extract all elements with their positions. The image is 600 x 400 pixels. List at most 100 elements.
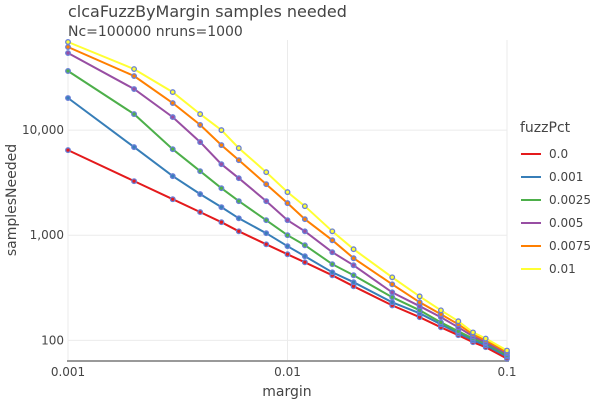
data-point[interactable] <box>197 191 204 198</box>
data-point[interactable] <box>389 294 396 301</box>
legend-item[interactable]: 0.005 <box>521 216 583 230</box>
legend-label: 0.001 <box>549 170 583 184</box>
legend-item[interactable]: 0.0025 <box>521 193 591 207</box>
data-point[interactable] <box>131 178 138 185</box>
data-point[interactable] <box>197 121 204 128</box>
data-point[interactable] <box>235 145 242 152</box>
data-point[interactable] <box>284 251 291 258</box>
data-point[interactable] <box>235 157 242 164</box>
data-point[interactable] <box>169 89 176 96</box>
data-point[interactable] <box>284 200 291 207</box>
data-point[interactable] <box>389 281 396 288</box>
data-point[interactable] <box>301 259 308 266</box>
data-point[interactable] <box>235 228 242 235</box>
data-point[interactable] <box>301 216 308 223</box>
data-point[interactable] <box>131 66 138 73</box>
data-point[interactable] <box>329 228 336 235</box>
data-point[interactable] <box>65 50 71 56</box>
data-point[interactable] <box>284 243 291 250</box>
data-point[interactable] <box>470 329 476 336</box>
data-point[interactable] <box>416 293 423 300</box>
data-point[interactable] <box>263 181 270 188</box>
legend-item[interactable]: 0.01 <box>521 262 576 276</box>
data-point[interactable] <box>301 242 308 249</box>
data-point[interactable] <box>350 255 357 262</box>
data-point[interactable] <box>218 185 225 192</box>
legend-label: 0.005 <box>549 216 583 230</box>
data-point[interactable] <box>329 249 336 256</box>
data-point[interactable] <box>218 204 225 211</box>
legend-item[interactable]: 0.0075 <box>521 239 591 253</box>
data-point[interactable] <box>65 68 71 74</box>
data-point[interactable] <box>301 203 308 210</box>
data-point[interactable] <box>169 100 176 106</box>
data-point[interactable] <box>482 335 489 342</box>
series-0.01 <box>65 39 510 354</box>
data-point[interactable] <box>263 230 270 237</box>
data-point[interactable] <box>263 241 270 248</box>
data-point[interactable] <box>437 307 444 314</box>
data-point[interactable] <box>389 274 396 281</box>
legend-item[interactable]: 0.0 <box>521 147 568 161</box>
data-point[interactable] <box>350 272 357 279</box>
data-point[interactable] <box>65 39 71 45</box>
y-tick-label: 100 <box>41 333 64 347</box>
data-point[interactable] <box>263 198 270 205</box>
data-point[interactable] <box>389 299 396 306</box>
chart-subtitle: Nc=100000 nruns=1000 <box>68 24 243 40</box>
legend-label: 0.01 <box>549 262 576 276</box>
legend-label: 0.0075 <box>549 239 591 253</box>
data-point[interactable] <box>65 147 71 154</box>
data-point[interactable] <box>416 299 423 306</box>
legend-title: fuzzPct <box>520 120 571 136</box>
data-point[interactable] <box>504 347 510 354</box>
data-point[interactable] <box>169 114 176 121</box>
data-point[interactable] <box>301 228 308 235</box>
data-point[interactable] <box>218 142 225 149</box>
data-point[interactable] <box>169 196 176 203</box>
data-point[interactable] <box>284 232 291 239</box>
data-point[interactable] <box>350 262 357 269</box>
data-point[interactable] <box>235 215 242 222</box>
legend-label: 0.0025 <box>549 193 591 207</box>
data-point[interactable] <box>65 44 71 50</box>
chart-title: clcaFuzzByMargin samples needed <box>68 2 347 21</box>
data-point[interactable] <box>131 86 138 92</box>
x-tick-label: 0.01 <box>274 365 301 379</box>
data-point[interactable] <box>350 246 357 253</box>
data-point[interactable] <box>389 289 396 296</box>
legend-item[interactable]: 0.001 <box>521 170 583 184</box>
data-point[interactable] <box>131 73 138 79</box>
data-point[interactable] <box>131 111 138 118</box>
data-point[interactable] <box>131 144 138 151</box>
data-point[interactable] <box>329 237 336 244</box>
data-point[interactable] <box>65 95 71 101</box>
x-tick-label: 0.1 <box>497 365 516 379</box>
data-point[interactable] <box>169 146 176 153</box>
y-tick-label: 1,000 <box>30 228 64 242</box>
data-point[interactable] <box>235 175 242 182</box>
data-point[interactable] <box>284 189 291 196</box>
data-point[interactable] <box>350 279 357 286</box>
data-point[interactable] <box>235 198 242 205</box>
data-point[interactable] <box>301 253 308 260</box>
data-point[interactable] <box>329 261 336 268</box>
data-point[interactable] <box>169 173 176 180</box>
data-point[interactable] <box>197 139 204 146</box>
data-point[interactable] <box>263 169 270 176</box>
x-tick-label: 0.001 <box>51 365 85 379</box>
legend[interactable]: 0.0 0.001 0.0025 0.005 0.0075 0.01 <box>521 147 591 276</box>
data-point[interactable] <box>218 219 225 226</box>
data-point[interactable] <box>437 319 444 326</box>
data-point[interactable] <box>197 168 204 175</box>
data-point[interactable] <box>197 209 204 216</box>
data-point[interactable] <box>329 269 336 276</box>
x-axis-title: margin <box>262 384 311 400</box>
data-point[interactable] <box>284 217 291 224</box>
data-point[interactable] <box>218 127 225 134</box>
data-point[interactable] <box>455 318 462 325</box>
data-point[interactable] <box>263 217 270 224</box>
data-point[interactable] <box>197 111 204 118</box>
data-point[interactable] <box>218 161 225 168</box>
